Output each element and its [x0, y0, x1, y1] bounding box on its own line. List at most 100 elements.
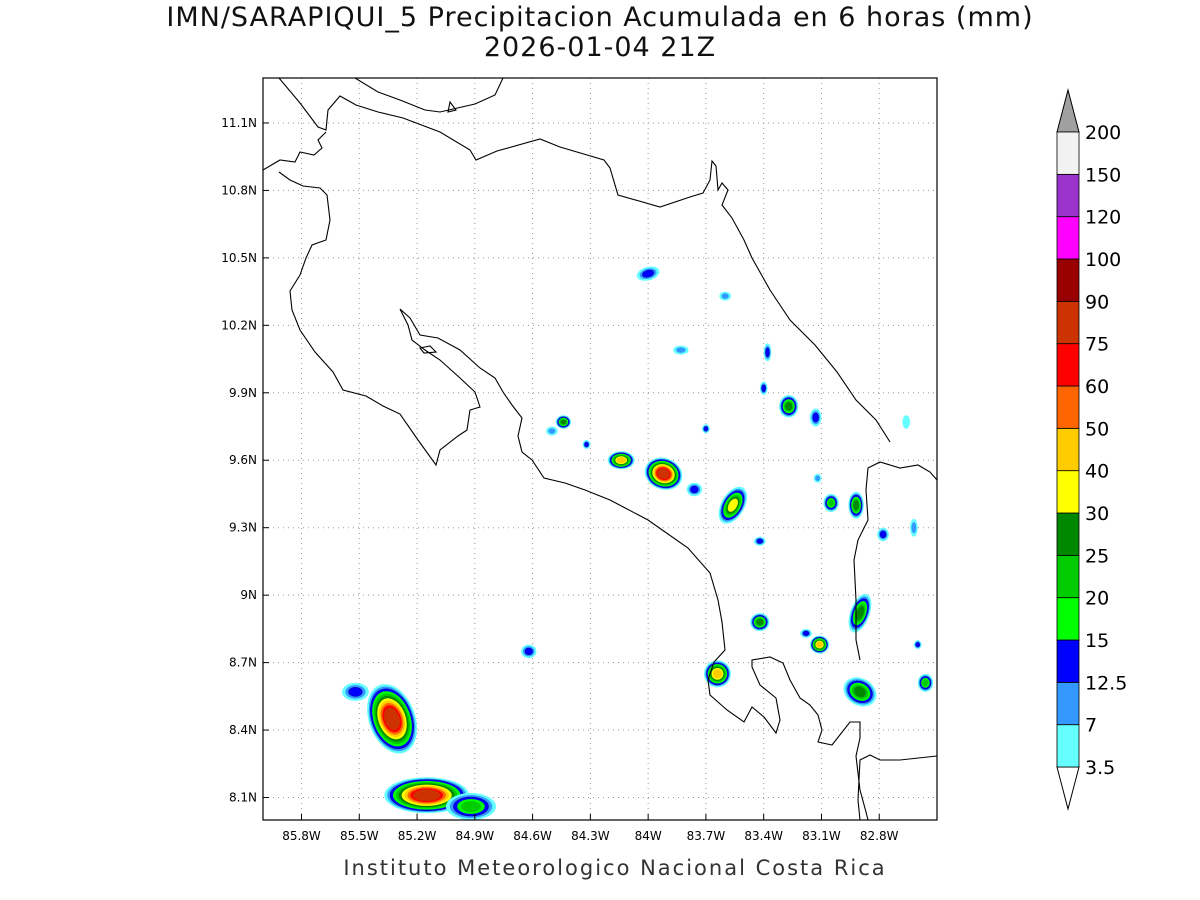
map-gridlines [263, 78, 937, 820]
rain-cell [718, 486, 748, 524]
colorbar-label: 12.5 [1085, 672, 1127, 694]
colorbar-label: 25 [1085, 545, 1109, 567]
lon-tick-label: 82.8W [860, 829, 899, 843]
map-title: IMN/SARAPIQUI_5 Precipitacion Acumulada … [166, 2, 1034, 33]
coastline-osa-panama [857, 754, 937, 820]
rain-contour [815, 475, 821, 482]
rain-contour [853, 500, 860, 511]
rain-contour [560, 419, 567, 425]
lon-tick-label: 85.8W [282, 829, 321, 843]
coastline-nicaragua-caribbean [278, 78, 891, 443]
colorbar-swatch [1056, 427, 1080, 472]
rain-cell [902, 415, 911, 429]
rain-contour [657, 468, 670, 479]
axis-ticks: 85.8W 85.5W 85.2W 84.9W 84.6W 84.3W 84W 83.7W 83… [221, 116, 898, 843]
lake-island [447, 100, 457, 113]
rain-contour [802, 630, 810, 636]
colorbar-swatch [1056, 343, 1080, 387]
lat-tick-label: 8.4N [229, 723, 257, 737]
rain-cell [759, 381, 768, 396]
colorbar-swatch [1056, 681, 1080, 726]
rain-cell [546, 426, 558, 436]
rain-cell [809, 635, 830, 654]
rain-contour [756, 538, 764, 544]
lon-tick-label: 85.2W [398, 829, 437, 843]
colorbar-label: 90 [1085, 291, 1109, 313]
lat-tick-label: 9.3N [229, 521, 257, 535]
rain-cell [848, 593, 872, 633]
rain-contour [616, 457, 626, 464]
colorbar-swatch [1056, 173, 1080, 218]
colorbar-swatch [1056, 639, 1080, 683]
lat-tick-label: 11.1N [221, 116, 257, 130]
rain-contour [348, 687, 363, 697]
rain-cell [809, 408, 822, 427]
colorbar-label: 50 [1085, 418, 1109, 440]
lon-tick-label: 84W [635, 829, 662, 843]
rain-contour [524, 647, 533, 656]
colorbar-swatch [1056, 385, 1080, 429]
colorbar: 3.5 7 12.5 15 20 25 30 40 50 60 75 90 100 120 150 200 [1056, 88, 1127, 811]
rain-contour [690, 485, 699, 494]
lon-tick-label: 83.1W [802, 829, 841, 843]
colorbar-label: 60 [1085, 376, 1109, 398]
lat-tick-label: 9N [240, 588, 257, 602]
rain-cell [686, 482, 703, 497]
colorbar-over-arrow [1056, 88, 1080, 133]
colorbar-label: 15 [1085, 630, 1109, 652]
colorbar-label: 20 [1085, 588, 1109, 610]
rain-contour [816, 641, 823, 648]
rain-contour [902, 415, 911, 429]
rain-cell [823, 493, 839, 512]
lat-tick-label: 10.2N [221, 318, 257, 332]
colorbar-label: 120 [1085, 207, 1121, 229]
lon-tick-label: 84.9W [456, 829, 495, 843]
coastline-pacific-north [263, 131, 869, 820]
colorbar-under-arrow [1056, 766, 1080, 811]
border-panama [853, 461, 937, 661]
colorbar-label: 150 [1085, 164, 1121, 186]
rain-cell [843, 677, 877, 707]
rain-cell [877, 527, 889, 542]
rain-contour [761, 384, 766, 392]
rain-contour [922, 679, 929, 687]
rain-contour [828, 499, 835, 507]
colorbar-swatch [1056, 258, 1080, 302]
lat-tick-label: 9.6N [229, 453, 257, 467]
lon-tick-label: 85.5W [340, 829, 379, 843]
lat-tick-label: 8.1N [229, 791, 257, 805]
lat-tick-label: 10.5N [221, 251, 257, 265]
rain-contour [703, 426, 709, 432]
rain-contour [765, 347, 770, 358]
colorbar-label: 200 [1085, 122, 1121, 144]
rain-contour [756, 618, 764, 626]
colorbar-label: 7 [1085, 715, 1097, 737]
rain-contour [812, 412, 819, 423]
rain-cell [607, 451, 635, 470]
colorbar-label: 3.5 [1085, 757, 1115, 779]
colorbar-swatch [1056, 512, 1080, 556]
rain-cell [582, 440, 591, 449]
lon-tick-label: 83.4W [744, 829, 783, 843]
rain-contour [584, 441, 589, 448]
precipitation-field [341, 266, 934, 820]
rain-cell [673, 345, 689, 355]
rain-cell [917, 673, 934, 692]
rain-cell [750, 613, 770, 632]
rain-cell [703, 660, 731, 688]
colorbar-swatch [1056, 554, 1080, 599]
gulf-island [419, 345, 438, 354]
coastline-north-upper [354, 78, 504, 113]
rain-cell [555, 415, 572, 429]
rain-cell [636, 266, 660, 281]
lat-tick-label: 10.8N [221, 183, 257, 197]
rain-cell [754, 536, 766, 546]
rain-cell [913, 640, 922, 650]
rain-cell [779, 395, 799, 418]
lat-tick-label: 9.9N [229, 386, 257, 400]
colorbar-swatch [1056, 216, 1080, 260]
rain-cell [367, 684, 417, 754]
colorbar-swatch [1056, 597, 1080, 641]
colorbar-label: 100 [1085, 249, 1121, 271]
